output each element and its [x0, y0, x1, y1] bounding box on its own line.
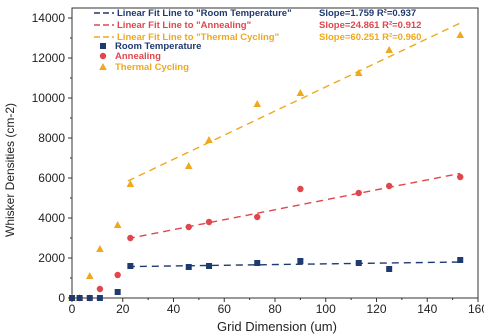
legend-fit-stats: Slope=1.759 R²=0.937 [319, 8, 416, 19]
data-point-circle [385, 182, 393, 190]
data-point-circle [96, 285, 104, 293]
data-point-circle [114, 271, 121, 279]
data-point-circle [127, 234, 134, 242]
x-tick-label: 60 [218, 302, 232, 316]
y-tick-label: 2000 [38, 251, 65, 265]
x-tick-label: 40 [167, 302, 181, 316]
data-point-circle [99, 52, 107, 60]
data-point-circle [355, 189, 362, 197]
data-point-triangle [184, 162, 193, 169]
data-point-circle [254, 213, 261, 221]
data-point-circle [297, 185, 304, 193]
x-tick-label: 100 [316, 302, 336, 316]
data-point-circle [205, 218, 213, 226]
x-axis-label: Grid Dimension (um) [217, 319, 337, 334]
data-point-triangle [354, 69, 363, 76]
y-tick-label: 4000 [38, 211, 65, 225]
data-point-square [114, 289, 121, 295]
x-tick-label: 0 [69, 302, 76, 316]
legend-series-label: Annealing [115, 51, 161, 62]
y-tick-label: 10000 [32, 91, 66, 105]
legend-series-label: Room Temperature [115, 41, 201, 52]
legend-series-label: Thermal Cycling [115, 62, 189, 73]
legend-fit-stats: Slope=24.861 R²=0.912 [319, 20, 421, 31]
y-tick-label: 8000 [38, 131, 65, 145]
plot-axes: 0 20 40 60 80 100 120 140 160 0 2000 4000 6000 8000 10… [32, 7, 484, 316]
data-point-triangle [296, 89, 305, 96]
data-point-circle [185, 223, 192, 231]
y-tick-label: 6000 [38, 171, 65, 185]
x-tick-label: 20 [116, 302, 130, 316]
data-point-square [386, 266, 393, 272]
legend-fit-label: Linear Fit Line to "Annealing" [117, 20, 251, 31]
data-point-triangle [253, 100, 262, 107]
legend-fit-label: Linear Fit Line to "Thermal Cycling" [117, 32, 279, 43]
data-point-triangle [456, 31, 465, 38]
data-point-triangle [385, 46, 393, 53]
fit-line [127, 172, 461, 240]
x-tick-label: 80 [268, 302, 282, 316]
fit-line [127, 22, 461, 182]
y-axis-label: Whisker Densities (cm-2) [3, 103, 17, 237]
data-point-square [127, 263, 134, 269]
data-point-triangle [113, 221, 122, 228]
data-point-square [206, 263, 213, 269]
y-tick-label: 14000 [32, 11, 66, 25]
legend-fit-stats: Slope=60.251 R²=0.960 [319, 32, 421, 43]
data-point-triangle [99, 63, 107, 70]
data-point-square [96, 295, 103, 301]
data-point-square [457, 257, 464, 263]
data-point-circle [457, 173, 464, 181]
data-point-triangle [85, 272, 94, 279]
data-point-square [69, 295, 75, 301]
data-point-square [86, 295, 93, 301]
x-tick-label: 160 [468, 302, 484, 316]
data-point-triangle [205, 136, 213, 143]
data-point-square [185, 264, 192, 270]
data-point-square [254, 260, 261, 266]
x-tick-label: 140 [417, 302, 437, 316]
data-point-square [355, 260, 362, 266]
legend: Linear Fit Line to "Room Temperature" Slo… [94, 8, 421, 73]
data-point-square [76, 295, 83, 301]
legend-fit-label: Linear Fit Line to "Room Temperature" [117, 8, 292, 19]
y-tick-label: 12000 [32, 51, 66, 65]
data-point-square [100, 43, 106, 49]
x-tick-label: 120 [366, 302, 386, 316]
data-point-triangle [96, 245, 104, 252]
fit-line [127, 261, 461, 268]
y-tick-label: 0 [58, 291, 65, 305]
fit-lines [127, 22, 461, 268]
data-point-triangle [126, 180, 135, 187]
data-points [68, 31, 465, 302]
data-point-square [297, 258, 304, 264]
